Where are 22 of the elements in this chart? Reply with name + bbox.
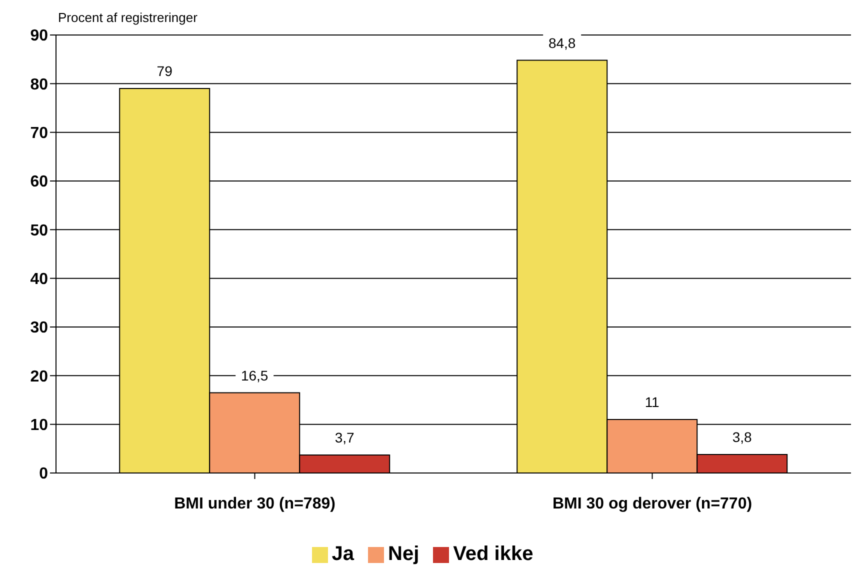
y-tick-label: 30	[30, 320, 48, 337]
legend-label: Ja	[332, 543, 354, 565]
x-tick-label: BMI under 30 (n=789)	[174, 495, 336, 512]
y-tick-label: 20	[30, 368, 48, 386]
data-label: 3,8	[732, 429, 752, 446]
y-tick-label: 70	[30, 125, 48, 142]
y-tick-label: 10	[30, 417, 48, 434]
y-tick-label: 80	[30, 76, 48, 94]
x-tick-label: BMI 30 og derover (n=770)	[552, 495, 752, 512]
y-tick-label: 50	[30, 222, 48, 240]
y-tick-label: 60	[30, 174, 48, 191]
data-label: 79	[156, 63, 173, 80]
y-axis-title: Procent af registreringer	[58, 10, 198, 25]
data-label: 3,7	[334, 430, 355, 446]
data-label: 16,5	[240, 367, 268, 384]
legend-label: Ved ikke	[453, 543, 534, 565]
y-tick-label: 0	[39, 466, 48, 483]
data-label: 11	[644, 394, 660, 410]
data-label: 84,8	[548, 35, 576, 52]
y-tick-label: 90	[30, 28, 48, 45]
legend-label: Nej	[388, 543, 420, 565]
y-tick-label: 40	[30, 271, 48, 288]
